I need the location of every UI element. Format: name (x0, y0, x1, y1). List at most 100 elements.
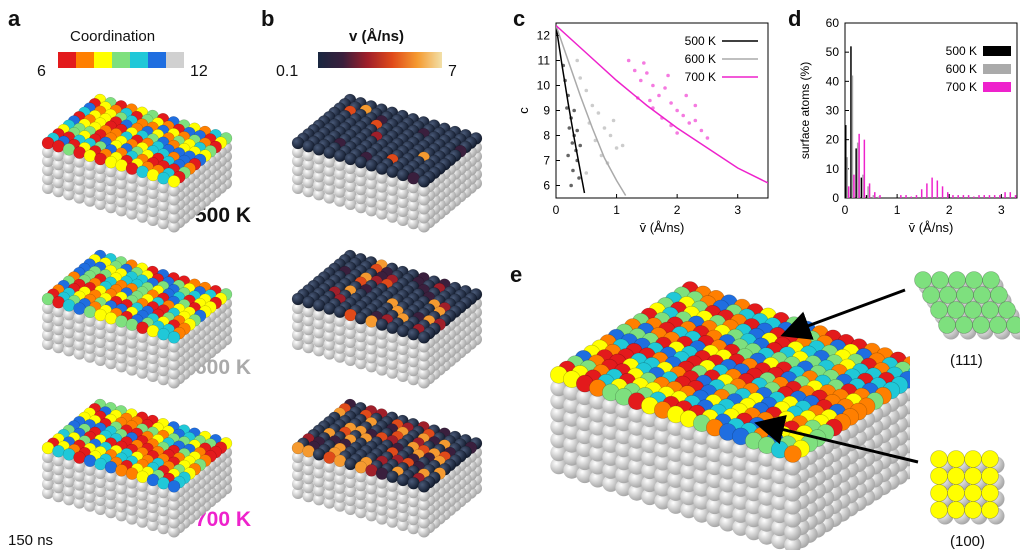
x-tick-label: 2 (674, 203, 681, 217)
bulk-atom (73, 155, 86, 168)
bulk-atom (376, 476, 388, 489)
surface-atom (41, 292, 55, 306)
surface-atom (146, 168, 160, 182)
bulk-atom (313, 170, 325, 183)
bulk-atom (292, 320, 304, 332)
bulk-atom (602, 448, 620, 466)
bulk-atom (147, 196, 159, 208)
bulk-atom (84, 167, 96, 180)
bulk-atom (576, 401, 594, 419)
bulk-atom (628, 470, 646, 488)
bulk-atom (157, 181, 170, 194)
slab (291, 249, 483, 389)
bulk-atom (115, 500, 128, 513)
bulk-atom (365, 204, 378, 217)
surface-atom (396, 324, 410, 338)
bulk-atom (313, 457, 325, 470)
histogram-bar (957, 195, 959, 198)
bulk-atom (168, 349, 180, 362)
x-axis-label: v̄ (Å/ns) (909, 220, 954, 235)
histogram-bar (865, 195, 868, 198)
bulk-atom (126, 494, 138, 507)
bulk-atom (641, 462, 659, 480)
histogram-bar (867, 186, 869, 198)
bulk-atom (323, 347, 336, 360)
y-tick-label: 7 (543, 154, 550, 168)
surface-atom (62, 143, 76, 156)
bulk-atom (628, 431, 646, 449)
scatter-point (575, 128, 579, 133)
scatter-point (569, 183, 573, 188)
bulk-atom (693, 492, 711, 510)
scatter-point (632, 68, 637, 73)
bulk-atom (654, 479, 672, 497)
bulk-atom (147, 370, 159, 382)
bulk-atom (157, 208, 170, 221)
surface-atom (784, 445, 802, 463)
histogram-bar (967, 195, 970, 198)
bulk-atom (397, 187, 409, 199)
bulk-atom (323, 311, 336, 324)
surface-atom (375, 467, 389, 480)
bulk-atom (376, 354, 388, 367)
temperature-label-700: 700 K (195, 508, 252, 531)
bulk-atom (418, 516, 430, 529)
legend-label: 600 K (946, 62, 977, 76)
surface-atom (312, 299, 326, 312)
bulk-atom (355, 339, 367, 352)
bulk-atom (42, 302, 54, 314)
surface-atom (115, 464, 128, 477)
surface-atom (62, 448, 76, 461)
bulk-atom (292, 487, 304, 499)
facet-100-label: (100) (950, 533, 986, 550)
bulk-atom (355, 321, 367, 334)
bulk-atom (355, 506, 367, 519)
histogram-bar (993, 195, 996, 198)
temperature-label-500: 500 K (195, 204, 252, 227)
bulk-atom (355, 174, 367, 187)
bulk-atom (550, 379, 568, 397)
surface-atom (365, 315, 378, 328)
bulk-atom (105, 183, 117, 196)
bulk-atom (397, 334, 409, 346)
histogram-bar (999, 195, 1001, 198)
bulk-atom (63, 188, 75, 201)
bulk-atom (63, 179, 75, 192)
bulk-atom (386, 330, 399, 343)
surface-atom (291, 441, 305, 455)
bulk-atom (365, 324, 378, 337)
bulk-atom (52, 185, 65, 198)
bulk-atom (42, 487, 54, 499)
scatter-point (648, 98, 652, 103)
bulk-atom (334, 350, 346, 363)
surface-atom (52, 139, 65, 153)
bulk-atom (407, 355, 420, 368)
y-tick-label: 20 (826, 133, 840, 147)
bulk-atom (63, 335, 75, 348)
scatter-point (572, 108, 576, 113)
bulk-atom (42, 173, 54, 185)
bulk-atom (105, 348, 117, 361)
bulk-atom (344, 467, 357, 479)
bulk-atom (115, 195, 128, 208)
surface-atom (312, 143, 326, 156)
bulk-atom (376, 494, 388, 507)
bulk-atom (126, 345, 138, 358)
surface-atom (157, 327, 170, 341)
bulk-atom (334, 167, 346, 180)
bulk-atom (376, 345, 388, 358)
bulk-atom (344, 198, 357, 210)
bulk-atom (292, 164, 304, 176)
facet-atom (947, 301, 965, 319)
bulk-atom (784, 497, 802, 515)
bulk-atom (52, 341, 65, 354)
bulk-atom (302, 149, 315, 162)
bulk-atom (602, 435, 620, 453)
bulk-atom (654, 440, 672, 458)
histogram-bar (863, 139, 866, 198)
bulk-atom (550, 418, 568, 436)
bulk-atom (397, 205, 409, 217)
bulk-atom (157, 355, 170, 368)
surface-atom (312, 448, 326, 461)
bulk-atom (602, 461, 620, 479)
